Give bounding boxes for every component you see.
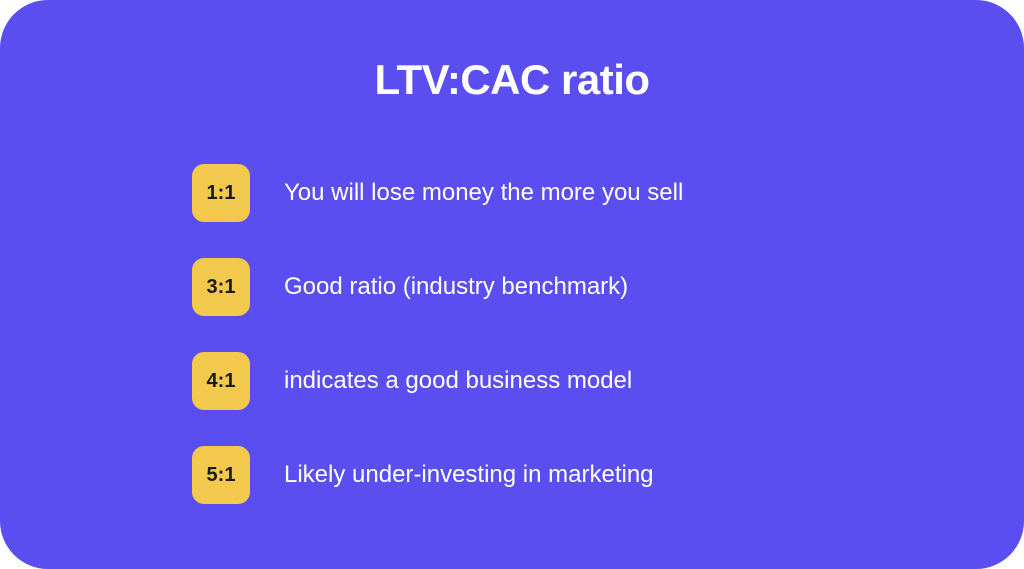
ratio-list: 1:1 You will lose money the more you sel… xyxy=(192,164,832,504)
ratio-badge: 5:1 xyxy=(192,446,250,504)
ratio-badge: 3:1 xyxy=(192,258,250,316)
infographic-card: LTV:CAC ratio 1:1 You will lose money th… xyxy=(0,0,1024,569)
card-title: LTV:CAC ratio xyxy=(0,56,1024,104)
ratio-description: You will lose money the more you sell xyxy=(284,179,683,207)
ratio-description: Good ratio (industry benchmark) xyxy=(284,273,628,301)
ratio-description: Likely under-investing in marketing xyxy=(284,461,654,489)
list-item: 3:1 Good ratio (industry benchmark) xyxy=(192,258,832,316)
ratio-description: indicates a good business model xyxy=(284,367,632,395)
list-item: 5:1 Likely under-investing in marketing xyxy=(192,446,832,504)
list-item: 4:1 indicates a good business model xyxy=(192,352,832,410)
list-item: 1:1 You will lose money the more you sel… xyxy=(192,164,832,222)
ratio-badge: 1:1 xyxy=(192,164,250,222)
ratio-badge: 4:1 xyxy=(192,352,250,410)
